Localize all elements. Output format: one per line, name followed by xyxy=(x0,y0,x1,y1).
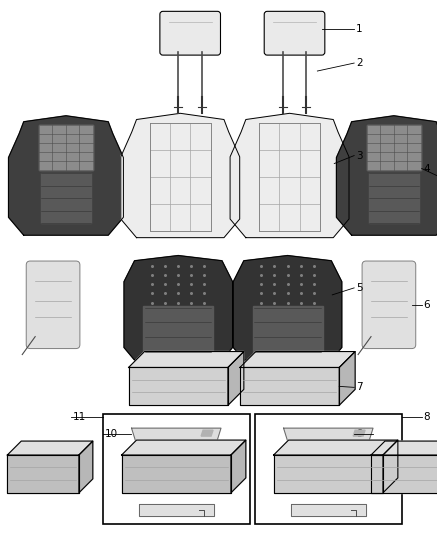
Polygon shape xyxy=(228,352,244,405)
Bar xyxy=(255,414,402,523)
Polygon shape xyxy=(139,504,214,516)
FancyBboxPatch shape xyxy=(160,11,220,55)
Polygon shape xyxy=(291,504,366,516)
Polygon shape xyxy=(7,455,79,493)
Bar xyxy=(103,414,250,523)
FancyBboxPatch shape xyxy=(26,261,80,349)
Polygon shape xyxy=(9,116,124,235)
Polygon shape xyxy=(368,173,419,223)
Polygon shape xyxy=(274,440,398,455)
Polygon shape xyxy=(231,440,246,493)
Polygon shape xyxy=(283,428,373,444)
Polygon shape xyxy=(253,306,322,355)
Polygon shape xyxy=(353,430,365,436)
Text: 11: 11 xyxy=(73,412,86,422)
Polygon shape xyxy=(122,455,231,493)
Polygon shape xyxy=(122,440,246,455)
Text: 8: 8 xyxy=(424,412,430,422)
Text: 10: 10 xyxy=(105,429,118,439)
Polygon shape xyxy=(371,441,438,455)
Polygon shape xyxy=(367,125,421,169)
Polygon shape xyxy=(233,255,342,360)
Polygon shape xyxy=(143,306,213,355)
Polygon shape xyxy=(131,428,221,444)
Polygon shape xyxy=(79,441,93,493)
Polygon shape xyxy=(240,352,355,367)
Text: 5: 5 xyxy=(356,283,363,293)
Polygon shape xyxy=(201,430,213,436)
Polygon shape xyxy=(339,352,355,405)
Polygon shape xyxy=(336,116,438,235)
Text: 4: 4 xyxy=(424,164,430,174)
Polygon shape xyxy=(383,440,398,493)
Polygon shape xyxy=(41,173,91,223)
Polygon shape xyxy=(121,114,240,238)
Polygon shape xyxy=(7,441,93,455)
Text: 3: 3 xyxy=(356,151,363,160)
Polygon shape xyxy=(230,114,349,238)
Polygon shape xyxy=(371,455,438,493)
Polygon shape xyxy=(129,367,228,405)
Polygon shape xyxy=(274,455,383,493)
Polygon shape xyxy=(240,367,339,405)
Text: 6: 6 xyxy=(424,300,430,310)
Polygon shape xyxy=(129,352,244,367)
Polygon shape xyxy=(39,125,93,169)
FancyBboxPatch shape xyxy=(362,261,416,349)
Text: 1: 1 xyxy=(356,24,363,34)
Text: 7: 7 xyxy=(356,382,363,392)
Polygon shape xyxy=(124,255,233,360)
Text: 2: 2 xyxy=(356,58,363,68)
Text: 9: 9 xyxy=(356,429,363,439)
FancyBboxPatch shape xyxy=(264,11,325,55)
